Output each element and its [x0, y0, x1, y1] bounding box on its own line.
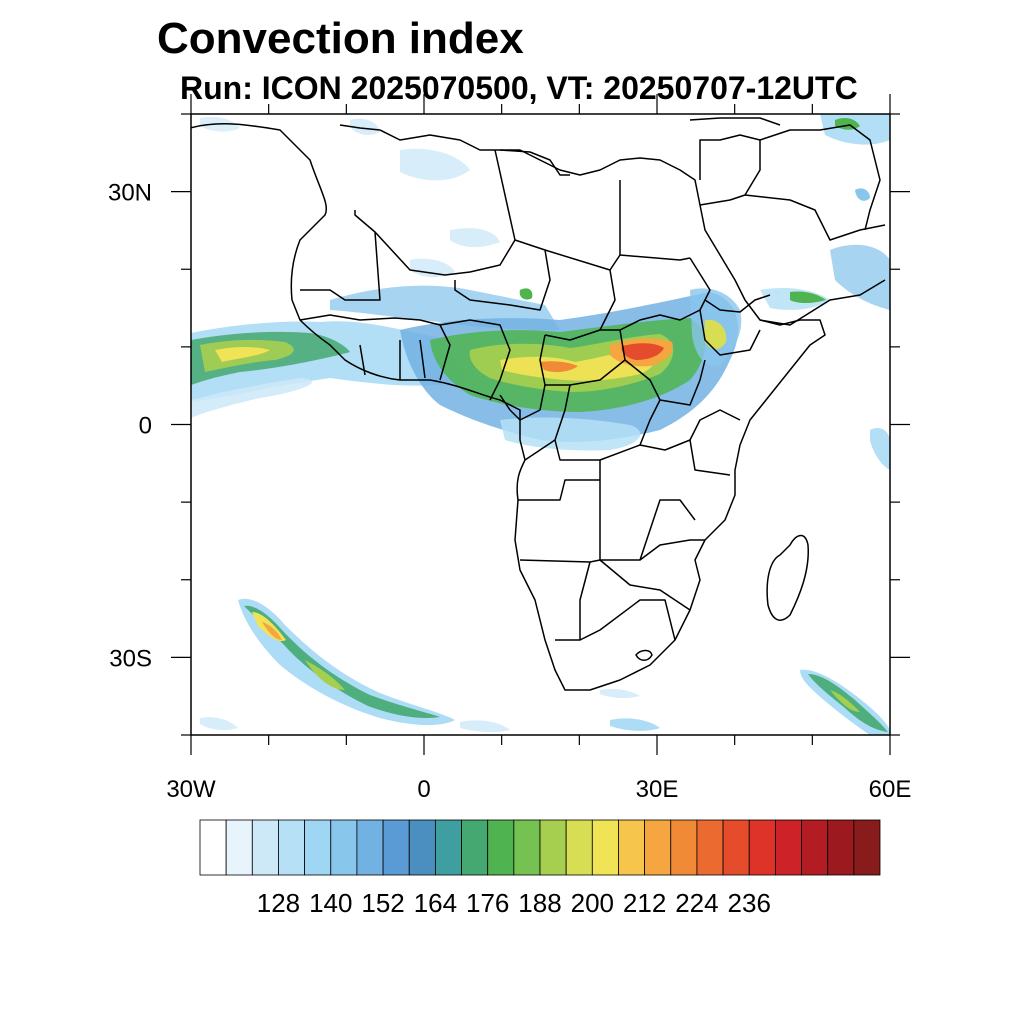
colorbar-cell: [618, 819, 646, 876]
colorbar-cell: [591, 819, 619, 876]
convection-field: [191, 114, 890, 735]
colorbar-label: 200: [571, 888, 614, 918]
colorbar-cell: [774, 819, 802, 876]
colorbar-cell: [225, 819, 253, 876]
colorbar-labels: 128 140 152 164 176 188 200 212 224 236: [257, 888, 771, 918]
x-tick-label: 30W: [166, 776, 216, 803]
colorbar-label: 176: [466, 888, 509, 918]
colorbar-label: 224: [675, 888, 718, 918]
colorbar-label: 152: [361, 888, 404, 918]
x-tick-label: 60E: [869, 776, 912, 803]
colorbar-cell: [670, 819, 698, 876]
x-axis-labels: 30W 0 30E 60E: [166, 776, 911, 803]
colorbar-cell: [513, 819, 541, 876]
colorbar: [199, 819, 881, 876]
colorbar-label: 128: [257, 888, 300, 918]
colorbar-cell: [853, 819, 881, 876]
colorbar-cell: [461, 819, 489, 876]
y-tick-label: 30S: [109, 645, 152, 672]
colorbar-label: 164: [414, 888, 457, 918]
colorbar-cell: [356, 819, 384, 876]
colorbar-cell: [801, 819, 829, 876]
colorbar-cell: [827, 819, 855, 876]
colorbar-cell: [696, 819, 724, 876]
x-tick-label: 0: [417, 776, 430, 803]
colorbar-cell: [251, 819, 279, 876]
coastlines: [191, 117, 886, 691]
colorbar-cell: [199, 819, 227, 876]
x-tick-label: 30E: [636, 776, 679, 803]
colorbar-cell: [278, 819, 306, 876]
colorbar-cell: [382, 819, 410, 876]
y-tick-label: 0: [139, 413, 152, 440]
colorbar-cell: [539, 819, 567, 876]
axis-ticks: [171, 94, 910, 755]
colorbar-cell: [722, 819, 750, 876]
y-axis-labels: 30N 0 30S: [108, 180, 152, 673]
colorbar-label: 212: [623, 888, 666, 918]
y-tick-label: 30N: [108, 180, 152, 207]
colorbar-cell: [487, 819, 515, 876]
map-title: Convection index: [157, 14, 524, 63]
map-subtitle: Run: ICON 2025070500, VT: 20250707-12UTC: [180, 70, 858, 106]
colorbar-cell: [330, 819, 358, 876]
colorbar-cell: [434, 819, 462, 876]
colorbar-cell: [408, 819, 436, 876]
colorbar-label: 140: [309, 888, 352, 918]
colorbar-cell: [644, 819, 672, 876]
colorbar-cell: [748, 819, 776, 876]
colorbar-label: 188: [518, 888, 561, 918]
colorbar-cell: [304, 819, 332, 876]
colorbar-label: 236: [728, 888, 771, 918]
colorbar-cell: [565, 819, 593, 876]
